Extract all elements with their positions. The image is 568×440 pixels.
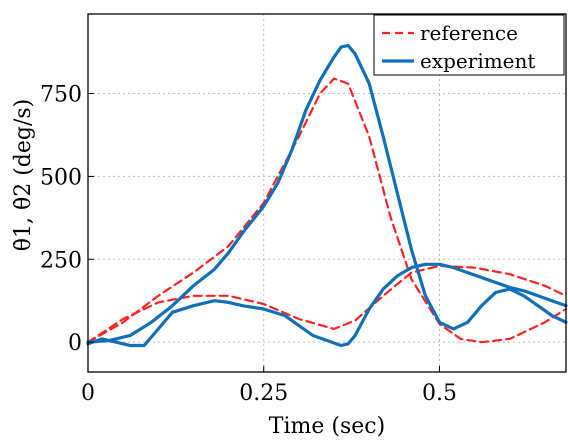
- axis-ticks: 0 0.25 0.5 0 250 500 750: [40, 83, 457, 406]
- legend-label-experiment: experiment: [420, 49, 535, 73]
- legend: reference experiment: [373, 14, 565, 76]
- x-axis-title: Time (sec): [269, 414, 385, 439]
- y-tick-label: 500: [40, 165, 82, 190]
- x-tick-label: 0.5: [422, 381, 457, 406]
- y-tick-label: 250: [40, 248, 82, 273]
- reference-line: [86, 77, 568, 344]
- experiment-line: [86, 43, 568, 344]
- y-tick-label: 0: [68, 331, 82, 356]
- legend-label-reference: reference: [420, 21, 518, 45]
- reference-line: [86, 264, 568, 344]
- x-tick-label: 0: [81, 381, 95, 406]
- series-lines: [86, 43, 568, 348]
- y-tick-label: 750: [40, 83, 82, 108]
- y-axis-title: θ̇1, θ̇2 (deg/s): [11, 99, 36, 252]
- legend-box: [373, 14, 565, 76]
- x-tick-label: 0.25: [239, 381, 288, 406]
- plot-frame: [87, 13, 567, 373]
- experiment-line: [86, 262, 568, 348]
